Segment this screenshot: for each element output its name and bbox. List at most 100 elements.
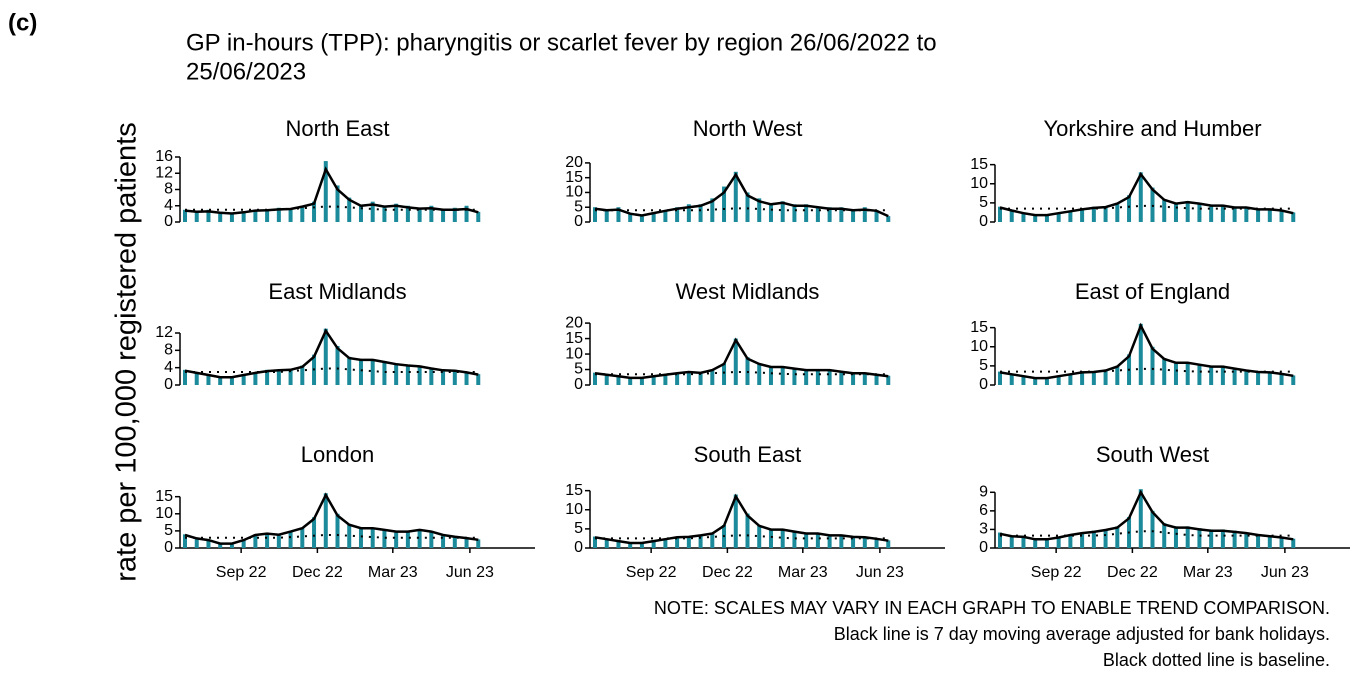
bar [593, 207, 597, 222]
bar [675, 207, 680, 222]
moving-average-line [184, 492, 479, 545]
bar [405, 530, 410, 548]
baseline [1000, 530, 1294, 537]
bar [722, 363, 727, 385]
y-tick-label: 5 [574, 198, 583, 215]
bar [1115, 202, 1120, 222]
bar [1033, 377, 1038, 385]
bar [1279, 210, 1284, 222]
bar [792, 367, 797, 385]
moving-average-line [594, 337, 889, 380]
bar [183, 369, 187, 385]
bar [265, 369, 270, 385]
bar [780, 528, 785, 548]
y-tick-label: 0 [574, 539, 583, 556]
bar [604, 374, 609, 385]
bar [780, 201, 785, 222]
baseline [595, 534, 889, 540]
bar [452, 536, 457, 548]
y-axis-label: rate per 100,000 registered patients [111, 122, 143, 581]
panel-title: South West [1096, 442, 1209, 467]
bar [300, 205, 305, 222]
bar [323, 328, 328, 385]
bar [1150, 510, 1155, 548]
bar [1044, 214, 1049, 222]
bar [710, 198, 715, 222]
moving-average-line [999, 171, 1294, 217]
bar [604, 210, 609, 222]
bar [1256, 371, 1261, 385]
x-tick-label: Mar 23 [368, 564, 418, 581]
moving-average-line [184, 166, 479, 215]
baseline [185, 367, 479, 373]
bar [476, 539, 481, 548]
bar [229, 542, 234, 548]
bar [218, 376, 223, 385]
panel-title: North West [693, 116, 803, 141]
bar [441, 534, 446, 548]
bar [335, 346, 340, 385]
bar [1091, 371, 1096, 385]
baseline [185, 534, 479, 539]
bar [768, 528, 773, 548]
bar [452, 369, 457, 385]
bar [441, 369, 446, 385]
bar [253, 209, 258, 222]
y-tick-label: 15 [565, 169, 583, 186]
bar [757, 525, 762, 548]
bar [827, 369, 832, 385]
bar [1185, 200, 1190, 222]
y-tick-label: 0 [164, 213, 173, 230]
bar [405, 365, 410, 385]
bar [429, 530, 434, 548]
x-tick-label: Dec 22 [292, 564, 343, 581]
bar [1267, 535, 1272, 548]
y-tick-label: 5 [979, 194, 988, 211]
bar [616, 375, 621, 385]
bar [253, 534, 258, 548]
bar [476, 211, 481, 222]
bar [288, 530, 293, 548]
baseline [1000, 204, 1294, 210]
bar [1162, 199, 1167, 222]
baseline [595, 371, 889, 376]
bar [862, 372, 867, 385]
bar [405, 205, 410, 222]
bar [312, 517, 317, 548]
bar [1173, 202, 1178, 222]
bar [851, 372, 856, 385]
y-tick-label: 6 [979, 502, 988, 519]
bar [265, 209, 270, 222]
y-tick-label: 3 [979, 521, 988, 538]
bar [417, 365, 422, 385]
y-tick-label: 15 [565, 330, 583, 347]
bar [1220, 365, 1225, 385]
bar [1021, 375, 1026, 385]
y-tick-label: 4 [164, 359, 173, 376]
bar [1138, 323, 1143, 385]
bar [663, 374, 668, 385]
panel-title: London [301, 442, 374, 467]
bar [335, 185, 340, 222]
bar [628, 542, 633, 548]
baseline [595, 207, 889, 212]
bar [1291, 538, 1296, 548]
bar [710, 369, 715, 385]
bar [1044, 377, 1049, 385]
x-tick-label: Sep 22 [216, 564, 267, 581]
chart-title: 25/06/2023 [186, 58, 306, 85]
bar [698, 372, 703, 385]
bar [335, 513, 340, 548]
bar [382, 205, 387, 222]
moving-average-line [594, 493, 889, 545]
x-tick-label: Sep 22 [626, 564, 677, 581]
note: Black line is 7 day moving average adjus… [834, 624, 1330, 644]
bar [1127, 195, 1132, 222]
bar [757, 363, 762, 385]
bar [276, 534, 281, 548]
bar [1279, 373, 1284, 385]
bar [194, 537, 199, 548]
bar [1291, 375, 1296, 385]
bar [686, 204, 691, 222]
baseline [185, 205, 479, 211]
